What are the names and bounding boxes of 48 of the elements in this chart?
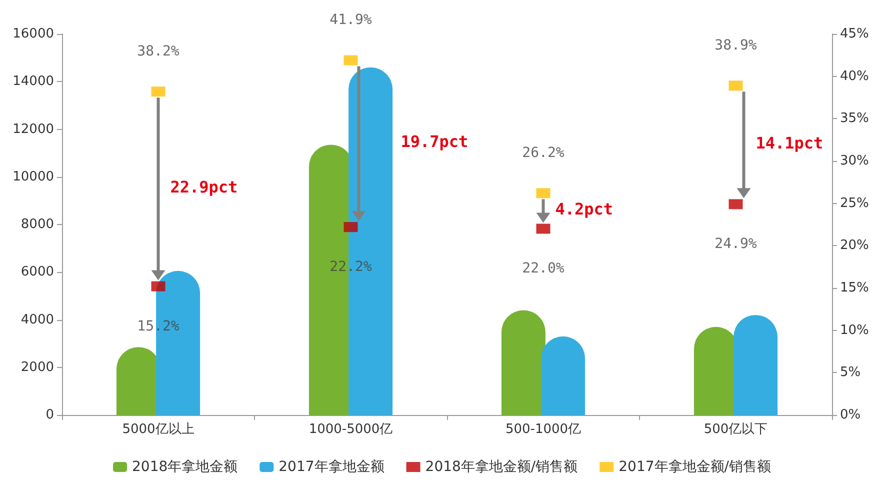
y2-tick-label: 40% bbox=[840, 68, 869, 84]
annotation: 4.2pct bbox=[555, 199, 614, 218]
point bbox=[536, 224, 550, 234]
y2-tick-label: 35% bbox=[840, 111, 869, 126]
y2-tick-label: 30% bbox=[840, 154, 869, 168]
y2-tick-label: 20% bbox=[840, 238, 869, 254]
y-tick-label: 14000 bbox=[12, 74, 54, 90]
data-label: 24.9% bbox=[714, 236, 758, 252]
x-tick-label: 5000亿以上 bbox=[122, 422, 194, 437]
legend-label: 2017年拿地金额/销售额 bbox=[618, 459, 771, 475]
point bbox=[344, 222, 358, 232]
y-tick-label: 8000 bbox=[20, 217, 54, 232]
data-label: 38.9% bbox=[714, 38, 758, 54]
y2-tick-label: 0% bbox=[840, 408, 861, 422]
bar bbox=[501, 310, 546, 415]
point bbox=[344, 55, 358, 66]
bar bbox=[541, 336, 586, 415]
x-tick-label: 1000-5000亿 bbox=[308, 422, 393, 437]
legend-label: 2018年拿地金额 bbox=[132, 459, 238, 475]
y-tick-label: 16000 bbox=[12, 26, 54, 42]
legend-label: 2017年拿地金额 bbox=[278, 459, 384, 475]
point bbox=[151, 281, 166, 292]
data-label: 41.9% bbox=[330, 12, 372, 28]
y2-tick-label: 15% bbox=[840, 280, 869, 296]
point bbox=[536, 188, 550, 198]
data-label: 38.2% bbox=[137, 44, 180, 60]
point bbox=[728, 80, 743, 91]
y-tick-label: 6000 bbox=[20, 264, 54, 280]
annotation: 14.1pct bbox=[756, 133, 824, 152]
data-label: 26.2% bbox=[522, 145, 565, 162]
x-tick-label: 500亿以下 bbox=[704, 422, 768, 437]
annotation: 22.9pct bbox=[170, 177, 238, 196]
y-tick-label: 2000 bbox=[20, 360, 54, 375]
y-tick-label: 10000 bbox=[12, 169, 54, 184]
y2-tick-label: 10% bbox=[840, 322, 869, 338]
y-tick-label: 4000 bbox=[20, 312, 54, 328]
y-tick-label: 12000 bbox=[12, 122, 54, 137]
data-label: 22.0% bbox=[522, 260, 565, 277]
bar bbox=[734, 314, 778, 415]
y2-tick-label: 25% bbox=[840, 196, 869, 211]
legend-label: 2018年拿地金额/销售额 bbox=[425, 459, 578, 475]
point bbox=[728, 199, 743, 210]
y2-tick-label: 5% bbox=[840, 365, 861, 380]
point bbox=[151, 86, 166, 97]
y2-tick-label: 45% bbox=[840, 26, 869, 42]
x-tick-label: 500-1000亿 bbox=[505, 422, 582, 437]
annotation: 19.7pct bbox=[400, 132, 468, 152]
y-tick-label: 0 bbox=[46, 408, 54, 422]
